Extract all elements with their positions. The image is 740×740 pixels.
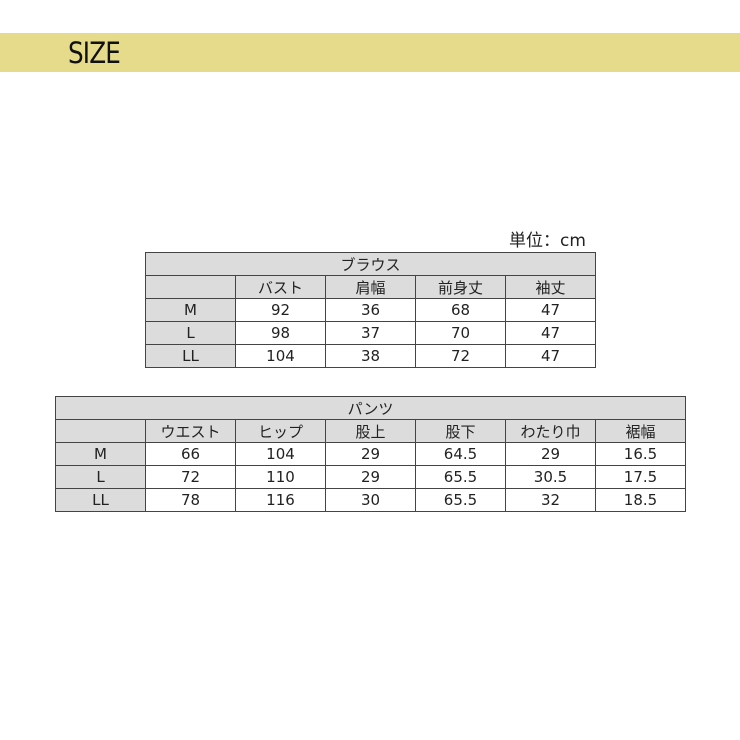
measurement-cell: 78 — [145, 488, 236, 512]
measurement-cell: 110 — [235, 465, 326, 489]
measurement-cell: 32 — [505, 488, 596, 512]
measurement-cell: 47 — [505, 321, 596, 345]
measurement-cell: 29 — [325, 465, 416, 489]
measurement-cell: 65.5 — [415, 465, 506, 489]
column-header: 裾幅 — [595, 419, 686, 443]
measurement-cell: 18.5 — [595, 488, 686, 512]
table-row: M 66 104 29 64.5 29 16.5 — [55, 442, 686, 466]
page-title: SIZE — [68, 36, 121, 70]
measurement-cell: 30.5 — [505, 465, 596, 489]
table-title: ブラウス — [145, 252, 596, 276]
measurement-cell: 104 — [235, 344, 326, 368]
column-header: ウエスト — [145, 419, 236, 443]
table-title: パンツ — [55, 396, 686, 420]
measurement-cell: 72 — [415, 344, 506, 368]
measurement-cell: 38 — [325, 344, 416, 368]
measurement-cell: 47 — [505, 344, 596, 368]
measurement-cell: 65.5 — [415, 488, 506, 512]
column-header: 前身丈 — [415, 275, 506, 299]
size-label: L — [145, 321, 236, 345]
measurement-cell: 47 — [505, 298, 596, 322]
measurement-cell: 36 — [325, 298, 416, 322]
measurement-cell: 64.5 — [415, 442, 506, 466]
column-header: バスト — [235, 275, 326, 299]
measurement-cell: 98 — [235, 321, 326, 345]
measurement-cell: 30 — [325, 488, 416, 512]
corner-cell — [55, 419, 146, 443]
unit-label: 単位：cm — [509, 231, 586, 251]
column-header: ヒップ — [235, 419, 326, 443]
table-row: M 92 36 68 47 — [145, 298, 596, 322]
measurement-cell: 92 — [235, 298, 326, 322]
table-row: LL 78 116 30 65.5 32 18.5 — [55, 488, 686, 512]
measurement-cell: 66 — [145, 442, 236, 466]
pants-size-table: パンツ ウエスト ヒップ 股上 股下 わたり巾 裾幅 M 66 104 29 64.5 29 16.5 L 7… — [55, 396, 686, 512]
size-label: LL — [55, 488, 146, 512]
table-row: L 72 110 29 65.5 30.5 17.5 — [55, 465, 686, 489]
size-label: M — [145, 298, 236, 322]
column-header: わたり巾 — [505, 419, 596, 443]
measurement-cell: 17.5 — [595, 465, 686, 489]
column-header: 股上 — [325, 419, 416, 443]
size-label: L — [55, 465, 146, 489]
measurement-cell: 68 — [415, 298, 506, 322]
measurement-cell: 29 — [325, 442, 416, 466]
measurement-cell: 72 — [145, 465, 236, 489]
table-row: LL 104 38 72 47 — [145, 344, 596, 368]
size-label: LL — [145, 344, 236, 368]
column-header: 股下 — [415, 419, 506, 443]
column-header: 肩幅 — [325, 275, 416, 299]
measurement-cell: 29 — [505, 442, 596, 466]
measurement-cell: 70 — [415, 321, 506, 345]
size-header-band: SIZE — [0, 33, 740, 72]
measurement-cell: 37 — [325, 321, 416, 345]
size-label: M — [55, 442, 146, 466]
measurement-cell: 16.5 — [595, 442, 686, 466]
table-row: L 98 37 70 47 — [145, 321, 596, 345]
corner-cell — [145, 275, 236, 299]
blouse-size-table: ブラウス バスト 肩幅 前身丈 袖丈 M 92 36 68 47 L 98 37 70 47 LL 104 38 7… — [145, 252, 596, 368]
measurement-cell: 116 — [235, 488, 326, 512]
measurement-cell: 104 — [235, 442, 326, 466]
column-header: 袖丈 — [505, 275, 596, 299]
